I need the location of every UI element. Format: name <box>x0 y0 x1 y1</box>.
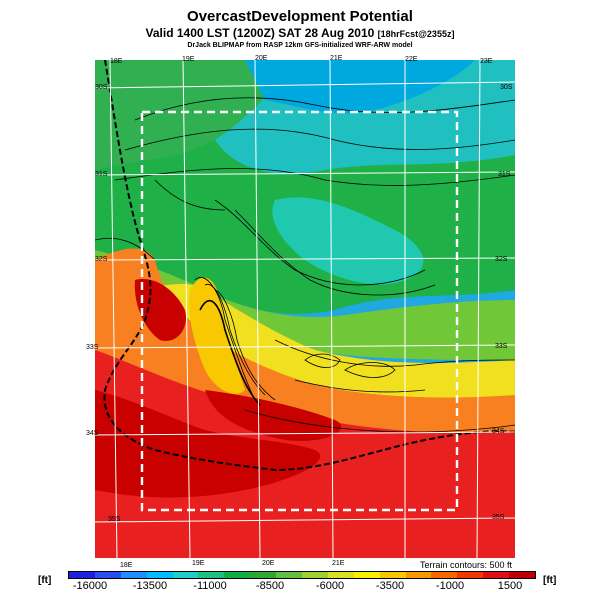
top-lon-label: 22E <box>405 56 418 63</box>
colorbar-tick-label: 1500 <box>497 580 523 592</box>
colorbar-segment <box>172 572 199 578</box>
bottom-lon-label: 20E <box>262 560 275 567</box>
colorbar-segment <box>250 572 277 578</box>
inner-domain-box <box>140 110 459 512</box>
lat-lon-grid <box>95 60 515 558</box>
colorbar-segment <box>224 572 251 578</box>
colorbar-segment <box>198 572 225 578</box>
colorbar-segment <box>69 572 95 578</box>
ridge-contour <box>199 299 261 406</box>
bottom-lon-label: 19E <box>192 560 205 567</box>
colorbar-tick-label: -16000 <box>72 580 108 592</box>
bottom-lon-label: 21E <box>332 560 345 567</box>
region-ridge <box>189 277 245 394</box>
colorbar-tick-label: -11000 <box>193 580 227 592</box>
coastline <box>103 60 515 472</box>
top-lon-label: 21E <box>330 55 343 62</box>
left-lat-label: 34S <box>86 430 99 437</box>
colorbar-segment <box>120 572 147 578</box>
colorbar-segment <box>276 572 303 578</box>
terrain-contours <box>95 97 515 433</box>
colorbar-tick-label: -1000 <box>435 580 465 592</box>
colorbar-segment <box>457 572 484 578</box>
right-lat-label: 32S <box>495 256 508 263</box>
right-lat-label: 30S <box>500 84 513 91</box>
model-caption: DrJack BLIPMAP from RASP 12km GFS-initia… <box>187 42 413 49</box>
forecast-label: [18hrFcst@2355z] <box>377 29 455 39</box>
colorbar-tick-label: -6000 <box>315 580 345 592</box>
colorbar-segment <box>509 572 536 578</box>
left-lat-label: 33S <box>86 344 99 351</box>
top-lon-label: 19E <box>182 56 195 63</box>
colorbar-segment <box>302 572 328 578</box>
colorbar-tick-label: -3500 <box>375 580 405 592</box>
colorbar-segment <box>327 572 354 578</box>
page-title: OvercastDevelopment Potential <box>187 8 413 25</box>
colorbar-segment <box>483 572 510 578</box>
region-light-green <box>95 250 515 360</box>
terrain-contours-note: Terrain contours: 500 ft <box>419 560 512 570</box>
colorbar-segment <box>379 572 406 578</box>
colorbar-segment <box>405 572 432 578</box>
colorbar-segment <box>146 572 173 578</box>
region-blue-n <box>245 60 475 114</box>
valid-time: Valid 1400 LST (1200Z) SAT 28 Aug 2010 <box>145 26 375 40</box>
left-lat-label: 32S <box>95 256 108 263</box>
colorbar <box>68 571 536 579</box>
colorbar-segment <box>353 572 380 578</box>
units-label-left: [ft] <box>38 575 52 586</box>
top-lon-label: 18E <box>110 58 123 65</box>
region-cyan-mid <box>272 197 424 285</box>
colorbar-ticks: -16000 -13500 -11000 -8500 -6000 -3500 -1000 15… <box>50 580 550 594</box>
region-dark-red-sw <box>95 390 321 498</box>
left-lat-label: 31S <box>95 171 108 178</box>
region-dark-red-c <box>205 390 342 441</box>
top-lon-label: 20E <box>255 55 268 62</box>
right-lat-label: 34S <box>492 428 505 435</box>
valid-time-subtitle: Valid 1400 LST (1200Z) SAT 28 Aug 2010 [… <box>0 26 600 40</box>
region-dark-red-w <box>134 279 186 341</box>
colorbar-tick-label: -8500 <box>255 580 285 592</box>
forecast-map <box>95 60 515 558</box>
right-lat-label: 35S <box>492 514 505 521</box>
colorbar-segment <box>94 572 121 578</box>
left-lat-label: 30S <box>95 84 108 91</box>
left-lat-label: 35S <box>108 516 121 523</box>
units-label-right: [ft] <box>543 575 557 586</box>
top-lon-label: 23E <box>480 58 493 65</box>
map-panel <box>95 60 515 558</box>
bottom-lon-label: 18E <box>120 562 133 569</box>
right-lat-label: 31S <box>498 171 511 178</box>
colorbar-segment <box>431 572 458 578</box>
colorbar-tick-label: -13500 <box>132 580 168 592</box>
right-lat-label: 33S <box>495 343 508 350</box>
